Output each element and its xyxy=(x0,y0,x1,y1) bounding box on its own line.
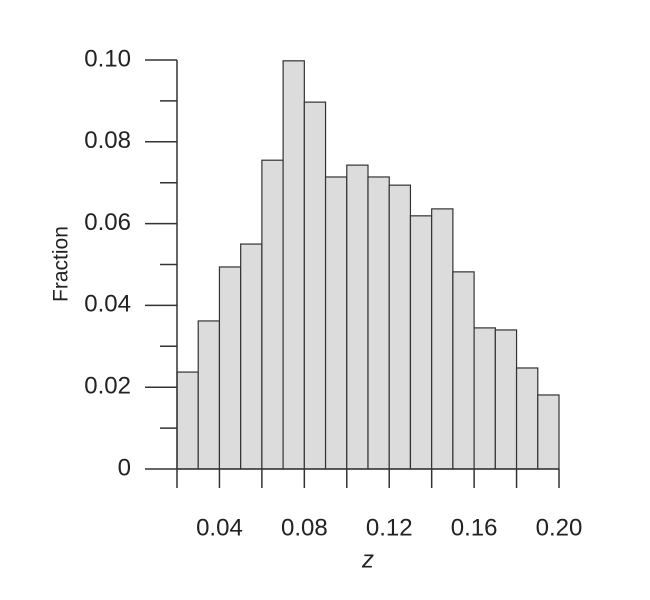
bar xyxy=(452,271,475,470)
bar xyxy=(303,101,327,470)
y-tick-label: 0.10 xyxy=(84,45,131,72)
y-tick-label: 0.02 xyxy=(84,373,131,400)
bar xyxy=(409,215,433,470)
x-axis-label: z xyxy=(361,546,374,573)
x-tick-label: 0.20 xyxy=(536,514,583,541)
bar xyxy=(431,208,454,470)
bar xyxy=(537,394,560,470)
bar xyxy=(218,266,242,470)
bar xyxy=(324,176,348,470)
y-tick-label: 0.04 xyxy=(84,291,131,318)
bar xyxy=(367,176,390,470)
bar xyxy=(494,329,518,470)
bar xyxy=(240,243,263,470)
y-tick-label: 0.06 xyxy=(84,209,131,236)
bar xyxy=(473,327,496,470)
x-tick-label: 0.08 xyxy=(281,514,328,541)
bar xyxy=(176,371,199,470)
y-tick-label: 0 xyxy=(118,454,131,481)
bar xyxy=(515,367,539,470)
bar xyxy=(388,184,412,470)
bar xyxy=(261,159,284,470)
x-tick-label: 0.16 xyxy=(451,514,498,541)
x-tick-label: 0.04 xyxy=(196,514,243,541)
x-tick-label: 0.12 xyxy=(366,514,413,541)
y-tick-label: 0.08 xyxy=(84,127,131,154)
bar xyxy=(346,164,369,470)
y-axis-label: Fraction xyxy=(50,226,73,302)
bar xyxy=(197,320,221,470)
bar xyxy=(282,60,305,470)
